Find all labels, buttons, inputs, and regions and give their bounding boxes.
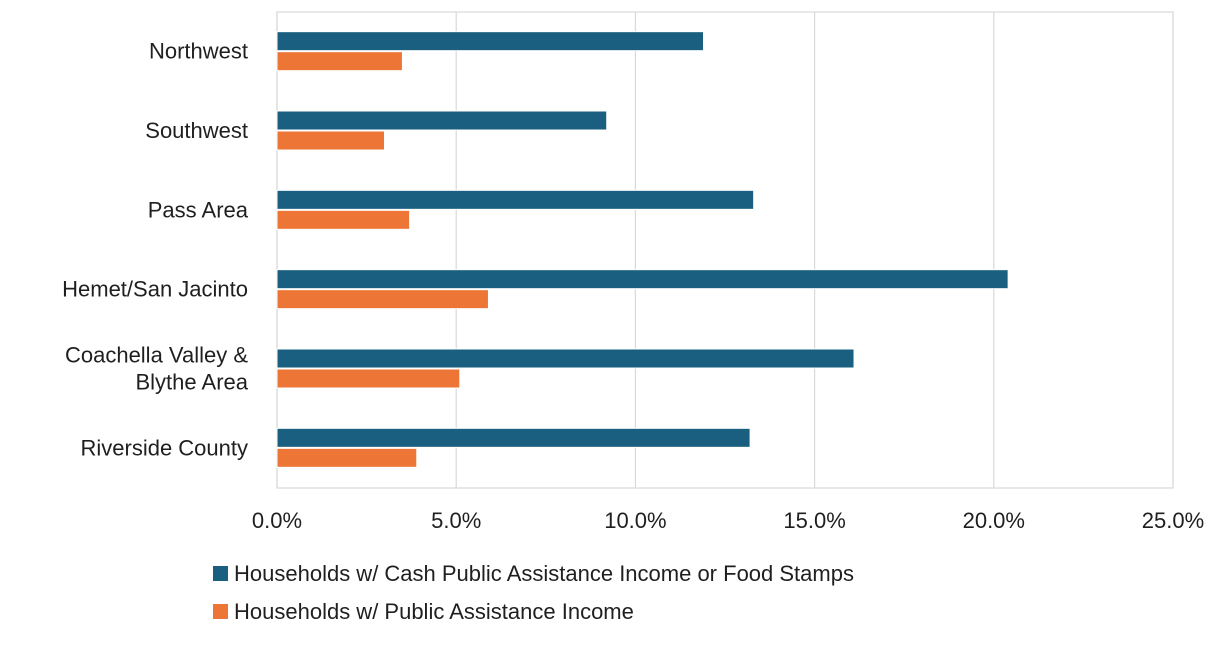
gridlines: [276, 11, 1174, 489]
bar-public-assistance: [276, 51, 403, 72]
x-tick-label: 20.0%: [963, 508, 1025, 533]
legend-label: Households w/ Cash Public Assistance Inc…: [234, 561, 854, 586]
bar-public-assistance: [276, 130, 386, 151]
legend-swatch: [213, 566, 228, 581]
bar-public-assistance: [276, 209, 411, 230]
category-label: Pass Area: [148, 197, 249, 222]
legend: Households w/ Cash Public Assistance Inc…: [213, 561, 854, 624]
bars: [276, 31, 1009, 468]
category-label: Riverside County: [80, 435, 248, 460]
x-tick-label: 15.0%: [783, 508, 845, 533]
x-tick-label: 5.0%: [431, 508, 481, 533]
bar-cash-or-food-stamps: [276, 427, 751, 448]
category-label: Southwest: [145, 118, 248, 143]
x-tick-label: 0.0%: [252, 508, 302, 533]
bar-cash-or-food-stamps: [276, 269, 1009, 290]
plot-border: [276, 11, 1174, 489]
bar-public-assistance: [276, 447, 418, 468]
legend-label: Households w/ Public Assistance Income: [234, 599, 634, 624]
category-label: Blythe Area: [135, 370, 248, 395]
category-label: Coachella Valley &: [65, 343, 248, 368]
bar-cash-or-food-stamps: [276, 189, 755, 210]
bar-cash-or-food-stamps: [276, 31, 704, 52]
x-tick-label: 25.0%: [1142, 508, 1204, 533]
category-label: Hemet/San Jacinto: [62, 277, 248, 302]
x-tick-labels: 0.0% 5.0% 10.0% 15.0% 20.0% 25.0%: [252, 508, 1204, 533]
bar-public-assistance: [276, 368, 461, 389]
category-label: Northwest: [149, 39, 248, 64]
bar-public-assistance: [276, 289, 489, 310]
category-labels: Northwest Southwest Pass Area Hemet/San Jac…: [62, 39, 249, 461]
x-tick-label: 10.0%: [604, 508, 666, 533]
bar-cash-or-food-stamps: [276, 110, 608, 131]
bar-cash-or-food-stamps: [276, 348, 855, 369]
legend-swatch: [213, 604, 228, 619]
